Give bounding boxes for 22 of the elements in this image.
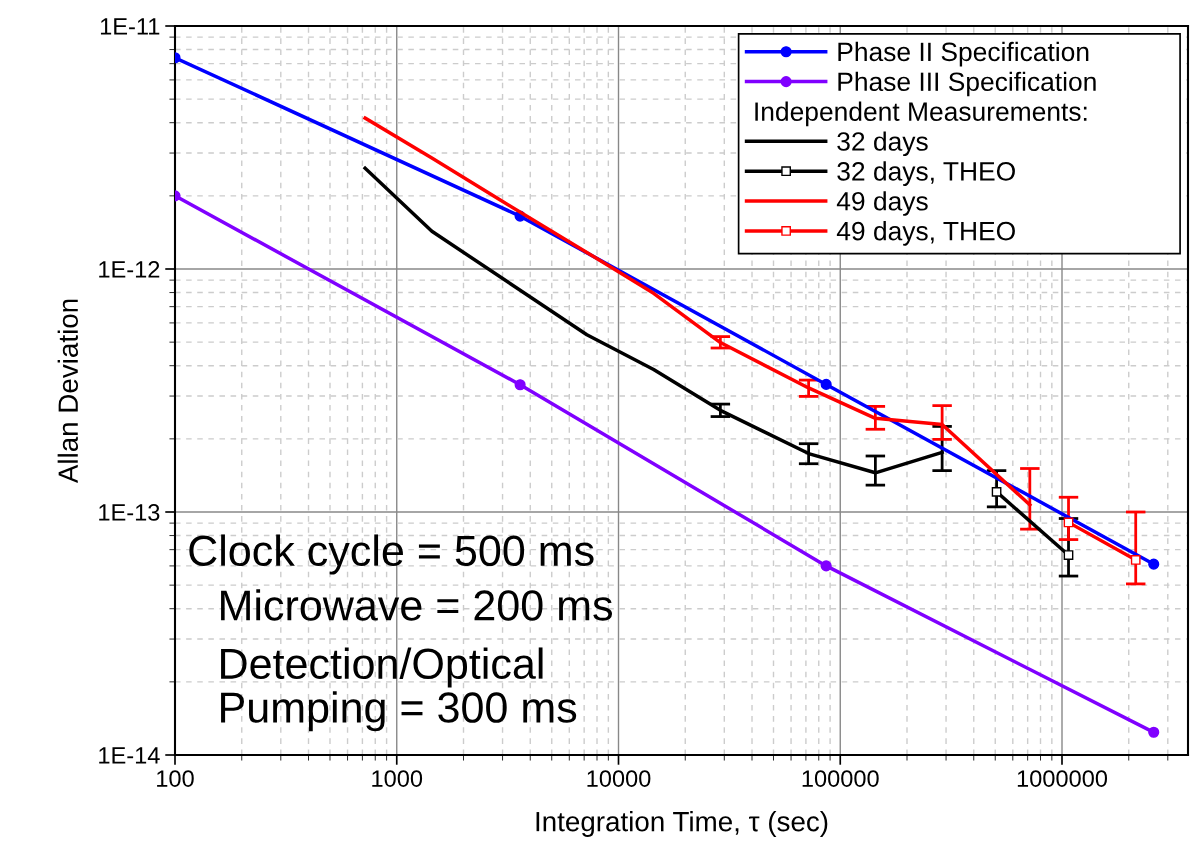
legend-label: Phase II Specification	[838, 41, 1089, 67]
y-tick-label: 1E-14	[99, 747, 160, 764]
annotation: Clock cycle = 500 ms	[189, 534, 594, 575]
annotation: Pumping = 300 ms	[221, 691, 577, 732]
y-axis-title: Allan Deviation	[57, 299, 79, 484]
legend-label: Phase III Specification	[838, 71, 1096, 97]
x-tick-label: 100	[157, 770, 194, 787]
annotation: Independent Measurements:	[755, 101, 1087, 127]
y-tick-label: 1E-13	[99, 504, 160, 521]
legend-label: 49 days, THEO	[836, 221, 1015, 246]
x-tick-label: 100000	[802, 770, 879, 787]
legend-label: 32 days	[837, 131, 928, 157]
x-tick-label: 10000	[587, 770, 651, 787]
x-tick-label: 1000	[372, 770, 423, 787]
legend-label: 49 days	[836, 191, 928, 216]
x-tick-label: 1000000	[1017, 770, 1108, 787]
legend-label: 32 days, THEO	[837, 161, 1015, 186]
y-tick-label: 1E-12	[99, 261, 160, 278]
annotation: Microwave = 200 ms	[221, 589, 613, 621]
y-tick-label: 1E-11	[100, 18, 160, 35]
annotation: Detection/Optical	[221, 647, 543, 688]
x-axis-title: Integration Time, τ (sec)	[536, 811, 828, 837]
